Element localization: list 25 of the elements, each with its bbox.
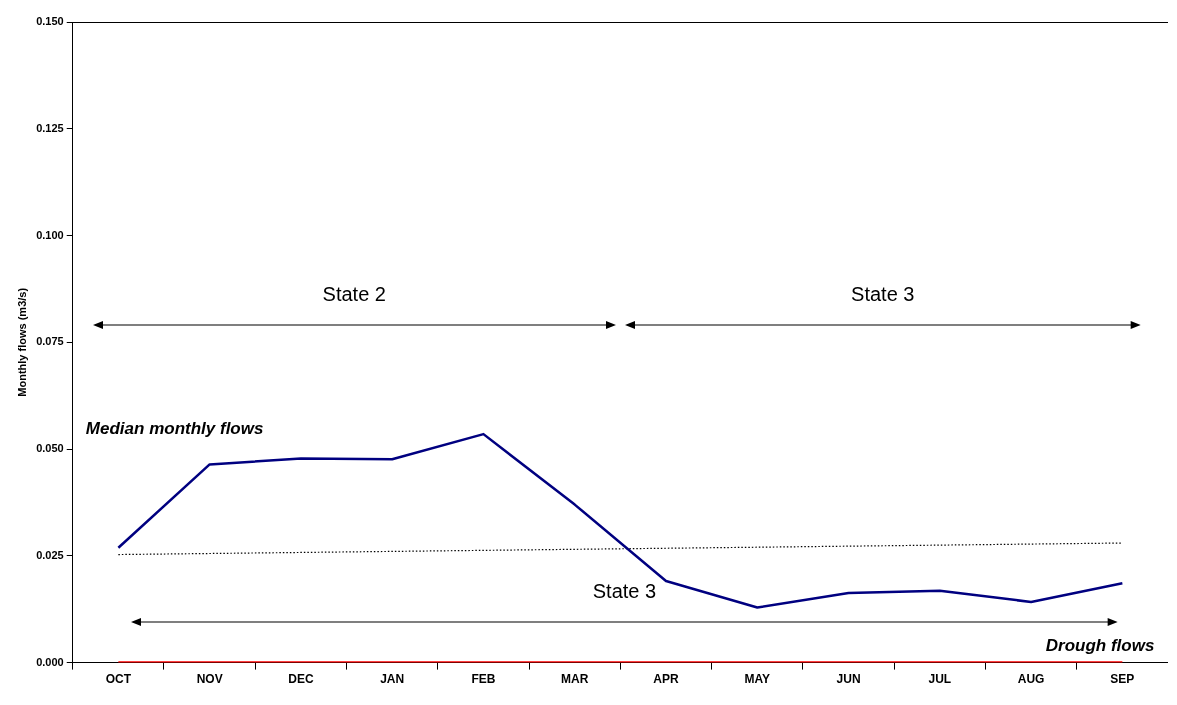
annotation: State 3 [591, 580, 658, 604]
x-tick-label: MAY [744, 672, 771, 687]
x-tick-label: MAR [561, 672, 589, 687]
x-tick-label: FEB [471, 672, 496, 687]
series-label: Drough flows [1045, 635, 1155, 655]
x-tick-label: DEC [288, 672, 314, 687]
y-tick-label: 0.150 [36, 15, 64, 28]
x-tick-label: SEP [1110, 672, 1135, 687]
y-tick-label: 0.000 [36, 655, 64, 668]
y-tick-label: 0.100 [36, 228, 64, 241]
x-tick-label: JAN [380, 672, 405, 687]
x-tick-label: NOV [196, 672, 223, 687]
y-tick-label: 0.125 [36, 121, 64, 134]
annotation: State 2 [321, 283, 387, 307]
series-label: Median monthly flows [85, 419, 264, 439]
x-tick-label: APR [653, 672, 679, 687]
x-tick-label: JUN [836, 672, 861, 687]
annotation: State 3 [850, 283, 916, 307]
y-tick-label: 0.025 [36, 548, 64, 561]
y-axis-title: Monthly flows (m3/s) [15, 287, 28, 397]
x-tick-label: AUG [1017, 672, 1045, 687]
y-tick-label: 0.050 [36, 442, 64, 455]
x-tick-label: JUL [928, 672, 952, 687]
x-tick-label: OCT [105, 672, 132, 687]
y-tick-label: 0.075 [36, 335, 64, 348]
